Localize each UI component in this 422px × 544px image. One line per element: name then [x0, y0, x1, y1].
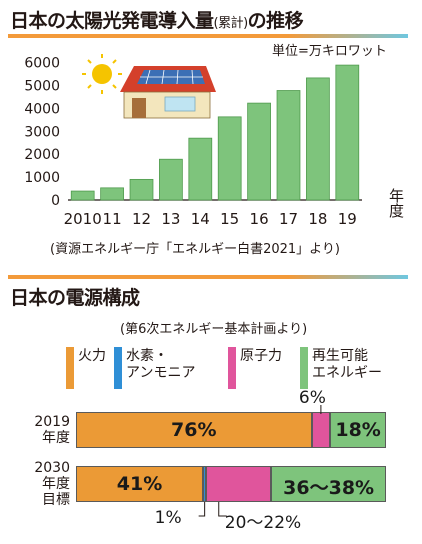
bar-segment-nuclear — [206, 466, 272, 502]
bar — [276, 90, 301, 201]
bar — [188, 137, 213, 201]
x-tick-label: 17 — [279, 210, 298, 228]
legend-swatch — [300, 347, 308, 389]
legend-label: 原子力 — [240, 348, 282, 364]
x-tick-label: 13 — [161, 210, 180, 228]
source-note: (資源エネルギー庁「エネルギー白書2021」より) — [50, 242, 340, 257]
legend-swatch — [228, 347, 236, 389]
y-tick-label: 2000 — [24, 147, 60, 163]
y-tick-label: 3000 — [24, 124, 60, 140]
bar — [159, 158, 183, 201]
chart-title-main: 日本の太陽光発電導入量 — [10, 10, 214, 32]
segment-value-label: 20～22% — [224, 513, 302, 533]
bar-segment-hydrogen — [203, 466, 207, 502]
chart-title: 日本の太陽光発電導入量(累計)の推移 — [10, 6, 304, 33]
legend-swatch — [114, 347, 122, 389]
house-icon — [120, 66, 216, 119]
y-tick-label: 0 — [51, 193, 60, 209]
x-tick-label: 16 — [250, 210, 269, 228]
unit-label: 単位=万キロワット — [272, 44, 387, 59]
x-tick-label: 18 — [308, 210, 327, 228]
segment-value-label: 1% — [154, 508, 182, 528]
bar-segment-fire — [76, 412, 312, 448]
bar — [129, 178, 154, 201]
bar — [100, 187, 124, 201]
leader-line — [198, 502, 206, 517]
bar — [70, 190, 95, 201]
chart-title-end: の推移 — [247, 10, 304, 32]
chart-title-suffix: (累計) — [213, 16, 249, 31]
legend-label: 再生可能 エネルギー — [312, 348, 382, 381]
x-tick-label: 15 — [220, 210, 239, 228]
sun-icon — [82, 54, 122, 94]
chart2-title: 日本の電源構成 — [10, 287, 140, 309]
y-tick-label: 4000 — [24, 101, 60, 117]
bar-segment-fire — [76, 466, 204, 502]
segment-value-label: 76% — [171, 419, 217, 441]
bar — [306, 77, 330, 201]
row-label: 2019 年度 — [34, 414, 70, 446]
bar — [247, 102, 271, 201]
y-tick-label: 5000 — [24, 78, 60, 94]
x-tick-label: 14 — [191, 210, 210, 228]
bar — [217, 116, 242, 201]
x-tick-label: 19 — [338, 210, 357, 228]
legend-label: 水素・ アンモニア — [126, 348, 196, 381]
x-tick-label: 2010 — [64, 210, 102, 228]
title-divider-2 — [8, 275, 408, 279]
bar-segment-renewable — [271, 466, 386, 502]
y-tick-label: 1000 — [24, 170, 60, 186]
segment-value-label: 18% — [335, 419, 381, 441]
bar — [335, 64, 360, 201]
legend-swatch — [66, 347, 74, 389]
legend-label: 火力 — [78, 348, 106, 364]
x-tick-label: 11 — [103, 210, 122, 228]
y-tick-label: 6000 — [24, 56, 60, 72]
bar-segment-nuclear — [311, 412, 331, 448]
segment-value-label: 41% — [116, 473, 163, 495]
segment-value-label: 6% — [298, 388, 326, 408]
plan-note: (第6次エネルギー基本計画より) — [120, 322, 308, 337]
segment-value-label: 36～38% — [283, 477, 375, 499]
x-tick-label: 12 — [132, 210, 151, 228]
x-axis-label: 年度 — [387, 188, 405, 218]
title-divider-1 — [8, 34, 408, 38]
bar-segment-renewable — [330, 412, 386, 448]
row-label: 2030 年度 目標 — [34, 460, 70, 508]
